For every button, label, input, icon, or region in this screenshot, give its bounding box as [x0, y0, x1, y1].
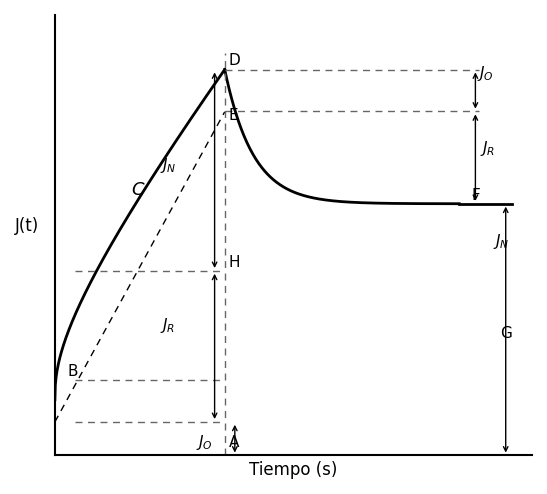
Text: A: A	[229, 435, 239, 450]
Text: $J_R$: $J_R$	[160, 316, 176, 334]
Text: $J_N$: $J_N$	[493, 232, 510, 251]
Text: G: G	[499, 326, 511, 341]
X-axis label: Tiempo (s): Tiempo (s)	[249, 461, 337, 479]
Text: H: H	[229, 255, 240, 270]
Text: D: D	[229, 53, 241, 68]
Text: F: F	[472, 188, 480, 203]
Text: C: C	[132, 181, 144, 200]
Y-axis label: J(t): J(t)	[15, 217, 39, 235]
Text: B: B	[67, 364, 78, 379]
Text: $J_O$: $J_O$	[477, 64, 494, 83]
Text: $J_O$: $J_O$	[196, 433, 213, 452]
Text: $J_R$: $J_R$	[480, 139, 495, 159]
Text: $J_N$: $J_N$	[160, 156, 177, 175]
Text: E: E	[229, 108, 238, 123]
